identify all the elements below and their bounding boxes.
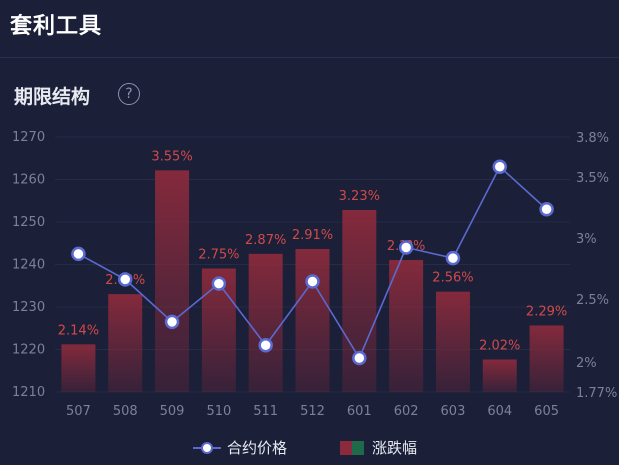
y-left-tick-label: 1220	[12, 343, 45, 358]
y-left-tick-label: 1210	[12, 385, 45, 400]
bar-508[interactable]	[108, 294, 143, 392]
chart-legend: 合约价格 涨跌幅	[0, 437, 619, 461]
legend-item-price[interactable]: 合约价格	[193, 437, 287, 458]
price-point-601[interactable]	[352, 350, 367, 366]
x-tick-label: 509	[160, 404, 185, 419]
bar-605[interactable]	[529, 325, 564, 392]
bar-series-icon	[340, 440, 364, 455]
bar-512[interactable]	[295, 248, 330, 392]
section-title: 期限结构	[14, 86, 91, 108]
bar-511[interactable]	[248, 253, 283, 392]
bar-data-label: 2.29%	[526, 304, 567, 319]
bar-602[interactable]	[389, 259, 424, 392]
x-tick-label: 508	[113, 404, 138, 419]
price-point-602[interactable]	[398, 240, 414, 255]
bar-509[interactable]	[155, 170, 190, 392]
bar-data-label: 2.56%	[432, 271, 473, 286]
x-tick-label: 605	[534, 404, 559, 419]
x-tick-label: 601	[347, 404, 372, 419]
bar-604[interactable]	[482, 359, 517, 392]
price-point-511[interactable]	[258, 338, 273, 353]
price-point-604[interactable]	[492, 159, 508, 174]
legend-label-price: 合约价格	[227, 439, 288, 457]
y-left-tick-label: 1230	[12, 300, 45, 315]
price-point-603[interactable]	[445, 250, 461, 266]
bar-data-label: 2.02%	[479, 338, 520, 353]
y-right-tick-label: 3.8%	[576, 131, 609, 146]
legend-label-change: 涨跌幅	[372, 439, 418, 457]
legend-item-change[interactable]: 涨跌幅	[340, 437, 417, 458]
y-left-tick-label: 1240	[12, 258, 45, 273]
y-right-tick-label: 3.5%	[576, 171, 609, 186]
x-tick-label: 507	[66, 404, 91, 419]
bar-data-label: 2.75%	[198, 248, 239, 263]
x-tick-label: 510	[206, 404, 231, 419]
y-right-tick-label: 1.77%	[576, 386, 617, 401]
bar-603[interactable]	[435, 291, 470, 392]
x-tick-label: 512	[300, 404, 325, 419]
y-left-tick-label: 1270	[12, 130, 45, 145]
bar-data-label: 2.14%	[58, 323, 99, 338]
bar-data-label: 2.91%	[292, 228, 333, 243]
price-point-605[interactable]	[539, 202, 554, 217]
price-point-512[interactable]	[305, 274, 320, 289]
x-tick-label: 511	[253, 404, 278, 419]
x-tick-label: 603	[441, 404, 466, 419]
x-tick-label: 604	[487, 404, 512, 419]
help-icon[interactable]: ?	[118, 83, 140, 105]
bar-data-label: 3.23%	[339, 189, 380, 204]
y-right-tick-label: 3%	[576, 232, 597, 247]
x-tick-label: 602	[394, 404, 419, 419]
price-point-509[interactable]	[164, 314, 180, 330]
price-point-508[interactable]	[117, 272, 133, 287]
y-right-tick-label: 2.5%	[576, 293, 609, 308]
bar-507[interactable]	[61, 344, 96, 392]
y-left-tick-label: 1260	[12, 173, 45, 188]
bar-data-label: 2.87%	[245, 233, 286, 248]
line-series-icon	[193, 441, 221, 454]
price-point-507[interactable]	[71, 246, 86, 262]
bar-data-label: 3.55%	[151, 149, 192, 164]
price-point-510[interactable]	[211, 276, 227, 291]
app-title: 套利工具	[10, 14, 103, 39]
y-left-tick-label: 1250	[12, 215, 45, 230]
header-divider	[0, 57, 619, 58]
y-right-tick-label: 2%	[576, 356, 597, 371]
